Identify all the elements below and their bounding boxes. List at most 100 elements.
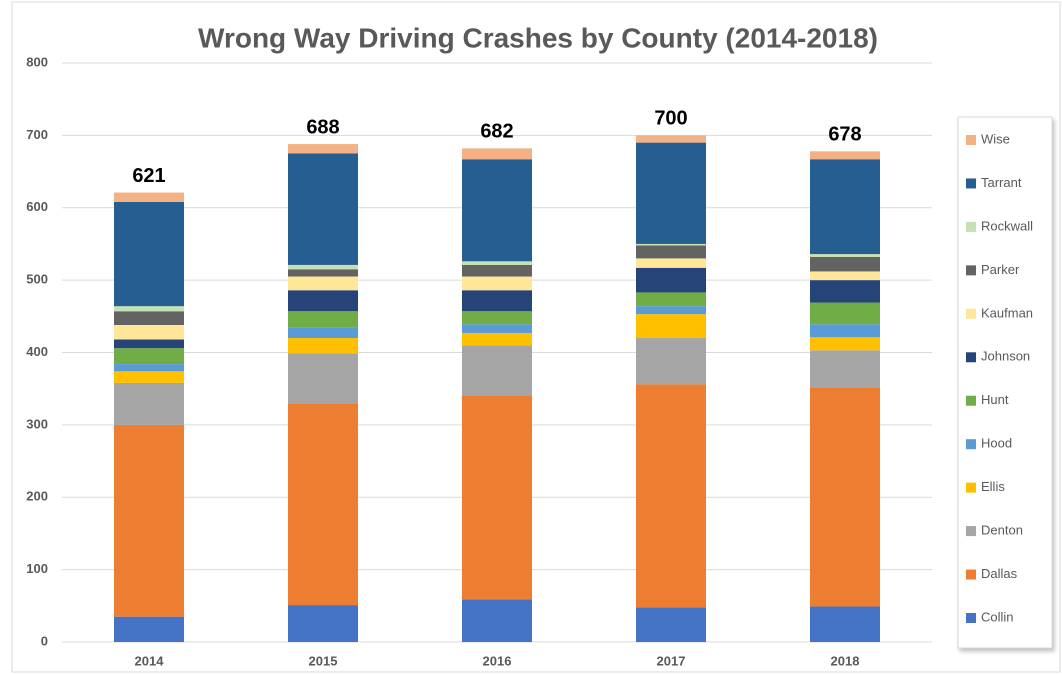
y-tick-label: 800 [26,54,48,69]
bar-segment [288,264,358,270]
legend-label: Johnson [981,349,1030,364]
y-tick-label: 400 [26,344,48,359]
chart-title: Wrong Way Driving Crashes by County (201… [198,22,878,53]
bar-segment [288,327,358,339]
bar-segment [636,245,706,259]
bar-segment [288,311,358,328]
bar-segment [288,605,358,642]
bar-segment [810,256,880,272]
bar-segment [462,395,532,600]
total-label: 621 [132,165,165,187]
bar-segment [810,350,880,388]
legend-swatch [966,265,976,276]
total-label: 678 [828,124,861,146]
y-tick-label: 700 [26,127,48,142]
legend-swatch [966,569,976,580]
bar-segment [636,135,706,143]
total-label: 682 [480,121,513,143]
bar-segment [114,201,184,307]
bar-segment [810,606,880,642]
total-label: 688 [306,116,339,138]
bar-segment [288,353,358,404]
bar-segment [636,267,706,293]
bar-segment [114,306,184,312]
bar-segment [810,159,880,255]
bar-segment [288,269,358,277]
bar-segment [462,148,532,160]
legend-swatch [966,352,976,363]
bar-segment [636,243,706,246]
bar-segment [462,599,532,642]
bar-segment [462,264,532,277]
y-tick-label: 200 [26,489,48,504]
bar-segment [810,387,880,607]
bar-segment [636,607,706,642]
bar-segment [462,345,532,396]
legend-label: Wise [981,131,1010,146]
bar-segment [636,314,706,339]
bar-segment [636,306,706,315]
bar-segment [636,292,706,307]
y-tick-label: 600 [26,199,48,214]
legend-label: Kaufman [981,305,1033,320]
bar-segment [636,258,706,268]
bar-segment [462,276,532,291]
bar-segment [288,144,358,154]
legend-swatch [966,482,976,493]
bar-segment [288,153,358,265]
bar-segment [810,280,880,303]
y-tick-label: 0 [41,633,48,648]
bar-segment [462,324,532,333]
bar-segment [636,338,706,385]
bar-segment [288,290,358,312]
legend-swatch [966,135,976,145]
chart-border [11,1,1061,673]
bar-segment [636,384,706,608]
legend-label: Hunt [981,392,1009,407]
x-tick-label: 2017 [657,653,686,668]
legend-label: Tarrant [981,175,1022,190]
bar-segment [114,424,184,617]
y-tick-label: 300 [26,416,48,431]
bar-segment [114,382,184,425]
x-tick-label: 2014 [135,653,165,668]
bar-segment [114,324,184,340]
bar-segment [636,142,706,244]
bar-segment [114,311,184,325]
bar-segment [114,348,184,365]
legend-swatch [966,221,976,232]
legend-swatch [966,178,976,189]
bar-segment [288,403,358,606]
bar-segment [810,337,880,351]
x-tick-label: 2015 [309,653,338,668]
legend-swatch [966,526,976,537]
bar-segment [462,332,532,346]
bar-segment [114,364,184,372]
bar-segment [114,192,184,202]
bar-segment [288,338,358,354]
legend-label: Rockwall [981,218,1033,233]
total-label: 700 [654,108,687,130]
x-tick-label: 2016 [483,653,512,668]
legend-label: Dallas [981,566,1018,581]
legend-swatch [966,308,976,319]
legend-swatch [966,395,976,406]
bar-segment [288,276,358,291]
bar-segment [462,261,532,265]
bar-segment [810,324,880,338]
bar-segment [810,271,880,281]
legend-box [957,116,1053,649]
legend-label: Ellis [981,479,1005,494]
legend-swatch [966,613,976,623]
legend-label: Parker [981,262,1020,277]
y-tick-label: 100 [26,561,48,576]
x-tick-label: 2018 [831,653,860,668]
legend-swatch [966,439,976,450]
bar-segment [462,311,532,325]
legend-label: Denton [981,523,1023,538]
bar-segment [810,254,880,257]
bar-segment [114,339,184,349]
bar-segment [810,151,880,160]
legend-label: Collin [981,609,1014,624]
